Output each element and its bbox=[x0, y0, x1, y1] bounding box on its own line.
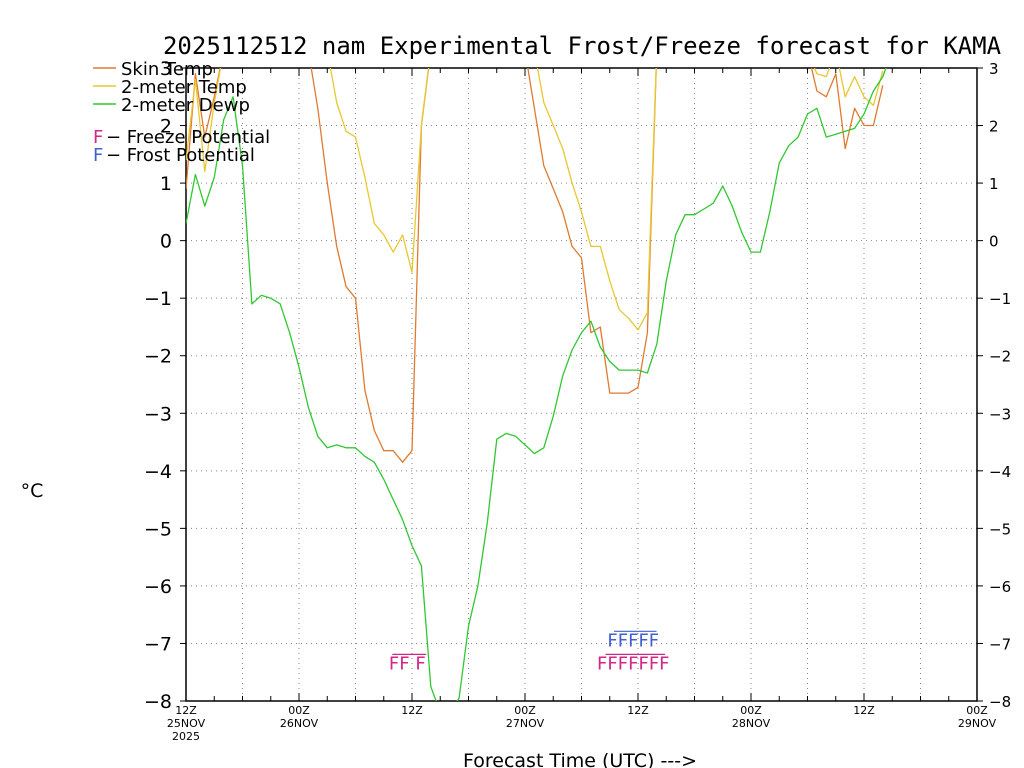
y-tick-label-right: 3 bbox=[989, 60, 999, 78]
y-tick-label-right: −3 bbox=[989, 405, 1011, 423]
plot-frame bbox=[185, 67, 978, 702]
y-tick-label-left: 0 bbox=[160, 231, 172, 253]
series-line-skin-temp bbox=[186, 68, 884, 463]
y-tick-label-right: −4 bbox=[989, 463, 1011, 481]
x-tick-label-date: 28NOV bbox=[732, 717, 771, 730]
x-tick-label-hh: 12Z bbox=[853, 704, 875, 717]
y-tick-label-left: −1 bbox=[144, 288, 172, 310]
y-tick-label-right: −1 bbox=[989, 290, 1011, 308]
y-tick-label-left: 2 bbox=[160, 116, 172, 138]
series-line-2-meter-dewp bbox=[186, 68, 887, 701]
y-tick-label-right: −7 bbox=[989, 635, 1011, 653]
x-tick-label-hh: 12Z bbox=[627, 704, 649, 717]
series-line-2-meter-temp bbox=[186, 68, 884, 331]
y-tick-label-right: −2 bbox=[989, 348, 1011, 366]
flag-marker: FF F bbox=[389, 653, 426, 674]
x-axis-label: Forecast Time (UTC) ---> bbox=[463, 750, 697, 768]
x-tick-label-date: 29NOV bbox=[958, 717, 997, 730]
y-tick-label-left: −4 bbox=[144, 461, 172, 483]
flag-marker: FFFFF bbox=[607, 630, 659, 651]
x-tick-label-date: 27NOV bbox=[506, 717, 545, 730]
x-tick-label-hh: 12Z bbox=[401, 704, 423, 717]
y-tick-label-right: −8 bbox=[989, 693, 1011, 711]
y-tick-label-left: −5 bbox=[144, 518, 172, 540]
legend-label: 2-meter Temp bbox=[121, 77, 247, 98]
y-tick-label-right: −6 bbox=[989, 578, 1011, 596]
x-tick-label-year: 2025 bbox=[172, 730, 200, 743]
y-tick-label-left: −7 bbox=[144, 633, 172, 655]
y-axis-unit-label: °C bbox=[21, 480, 44, 502]
y-tick-label-left: 3 bbox=[160, 58, 172, 80]
legend-flag-marker: F bbox=[93, 145, 103, 166]
chart-title: 2025112512 nam Experimental Frost/Freeze… bbox=[163, 32, 1002, 60]
x-tick-label-date: 25NOV bbox=[167, 717, 206, 730]
y-tick-label-right: 0 bbox=[989, 233, 999, 251]
flag-marker: FFFFFFF bbox=[597, 653, 669, 674]
y-tick-label-left: −8 bbox=[144, 691, 172, 713]
x-tick-label-hh: 00Z bbox=[966, 704, 988, 717]
legend-flag-label: − Frost Potential bbox=[106, 145, 255, 166]
legend-flag-label: − Freeze Potential bbox=[106, 127, 270, 148]
y-tick-label-left: −2 bbox=[144, 346, 172, 368]
x-tick-label-hh: 00Z bbox=[288, 704, 310, 717]
y-tick-label-left: −6 bbox=[144, 576, 172, 598]
legend-label: Skin Temp bbox=[121, 59, 213, 80]
y-tick-label-left: −3 bbox=[144, 403, 172, 425]
gridlines bbox=[186, 68, 977, 701]
y-tick-label-left: 1 bbox=[160, 173, 172, 195]
series-layer bbox=[186, 68, 887, 701]
y-tick-label-right: 2 bbox=[989, 118, 999, 136]
x-tick-label-hh: 00Z bbox=[740, 704, 762, 717]
y-tick-label-right: 1 bbox=[989, 175, 999, 193]
legend-label: 2-meter Dewp bbox=[121, 95, 250, 116]
x-tick-label-hh: 12Z bbox=[175, 704, 197, 717]
legend-flag-marker: F bbox=[93, 127, 103, 148]
y-tick-label-right: −5 bbox=[989, 520, 1011, 538]
x-tick-label-hh: 00Z bbox=[514, 704, 536, 717]
x-tick-label-date: 26NOV bbox=[280, 717, 319, 730]
axis-ticks: 3 3 2 2 1 1 0 0 −1 −1 −2 −2 −3 −3 −4 −4 −5 −5 −6 −6 −7 −7 −8 −8… bbox=[144, 58, 1011, 743]
